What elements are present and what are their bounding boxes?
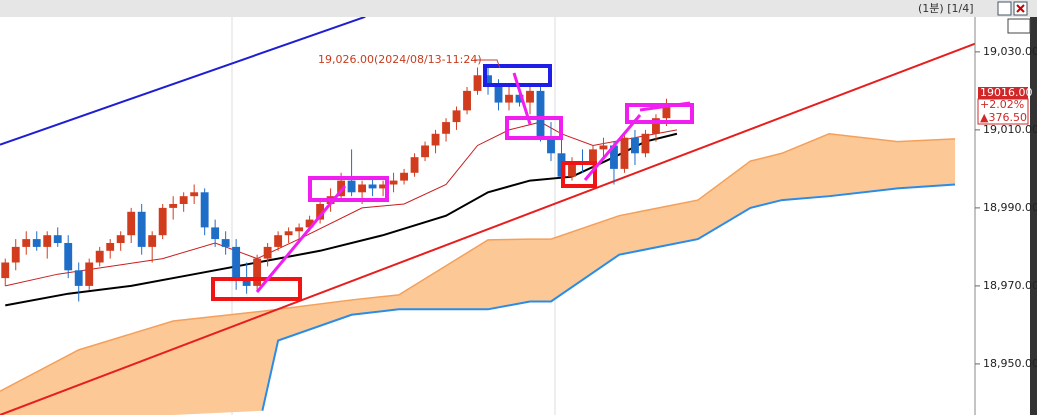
arrow <box>255 185 347 293</box>
candle-body <box>116 235 125 243</box>
candle-body <box>641 133 650 154</box>
candle-body <box>515 94 524 103</box>
header-bar <box>0 0 1037 17</box>
box <box>625 103 694 124</box>
close-icon <box>1016 4 1025 13</box>
price-label: ▲376.50 <box>980 111 1027 124</box>
change-box <box>977 98 1029 125</box>
indicator-line <box>5 132 678 307</box>
candle-body <box>631 137 639 154</box>
candle-body <box>22 239 31 247</box>
candle-body <box>305 219 314 228</box>
candle-body <box>494 86 503 103</box>
price-label: 19016.00 <box>980 86 1033 99</box>
candle-body <box>32 239 41 247</box>
candle-body <box>473 75 482 91</box>
candle-body <box>284 231 293 236</box>
box <box>308 176 389 202</box>
candle-body <box>211 227 220 240</box>
candle-body <box>53 235 62 243</box>
y-tick-label: 19,010.00 <box>983 123 1037 136</box>
candle-body <box>274 235 283 247</box>
box <box>211 277 302 301</box>
annotation: 19,026.00(2024/08/13-11:24) <box>318 53 482 66</box>
candle-body <box>43 235 52 247</box>
candle-body <box>190 192 199 197</box>
arrow <box>583 114 642 181</box>
scroll-strip <box>1030 17 1037 415</box>
candle-body <box>263 246 272 259</box>
y-tick-label: 18,990.00 <box>983 201 1037 214</box>
candle-body <box>484 75 492 87</box>
trendline <box>0 15 366 146</box>
candle-body <box>74 270 83 286</box>
candle-body <box>652 118 660 134</box>
candle-body <box>610 145 618 169</box>
candle-body <box>137 211 146 247</box>
candle-body <box>431 133 440 146</box>
candle-body <box>11 246 20 263</box>
candle-body <box>148 235 157 247</box>
candle-body <box>242 278 251 286</box>
candle-body <box>400 172 408 181</box>
candle-body <box>421 145 429 158</box>
y-axis-panel <box>975 17 1030 415</box>
candle-body <box>106 242 115 251</box>
cloud-area <box>0 133 956 415</box>
candle-body <box>158 207 167 236</box>
candle-body <box>547 137 555 154</box>
trendline <box>0 40 981 415</box>
drawings <box>211 64 694 301</box>
candle-body <box>169 203 178 208</box>
price-label: +2.02% <box>980 98 1024 111</box>
candle-body <box>662 106 671 119</box>
header: (1분) [1/4] <box>918 2 973 15</box>
candle-body <box>505 94 513 103</box>
candle-body <box>358 184 367 193</box>
y-ticks: 19,030.00 19,010.00 18,990.00 18,970.00 18,9… <box>975 45 1037 370</box>
box <box>505 116 563 140</box>
candle-body <box>179 196 188 204</box>
candle-body <box>295 227 304 232</box>
candle-body <box>410 157 419 173</box>
candle-body <box>620 137 629 169</box>
candle-body <box>442 122 450 134</box>
candle-body <box>253 258 262 286</box>
y-tick-label: 18,970.00 <box>983 279 1037 292</box>
candle-body <box>379 184 388 189</box>
candle-body <box>589 149 597 165</box>
candle-body <box>232 246 241 279</box>
plot <box>0 15 981 415</box>
candle-body <box>536 90 545 138</box>
candle-body <box>95 250 104 263</box>
candle-body <box>389 180 398 185</box>
candle-body <box>599 145 608 150</box>
arrow <box>639 101 691 112</box>
price-box <box>978 87 1028 99</box>
candle-body <box>526 90 534 103</box>
candle-body <box>127 211 136 236</box>
annotation-leader <box>474 59 501 69</box>
candle-body <box>568 161 576 177</box>
y-tick-label: 18,950.00 <box>983 357 1037 370</box>
indicator-line <box>5 121 678 287</box>
arrow <box>512 72 532 125</box>
box <box>561 161 597 188</box>
candle-body <box>347 180 356 193</box>
candle-body <box>1 262 10 279</box>
cloud-lower <box>261 183 956 411</box>
restore-button[interactable] <box>997 1 1012 16</box>
cloud-upper <box>0 133 956 392</box>
candle-body <box>221 239 230 247</box>
candle-body <box>85 262 94 286</box>
candle-body <box>316 203 325 220</box>
tool-icon[interactable] <box>1007 18 1031 34</box>
y-tick-label: 19,030.00 <box>983 45 1037 58</box>
candle-body <box>368 184 377 189</box>
candle-body <box>463 90 471 111</box>
candle-body <box>64 242 73 271</box>
candle-body <box>452 110 461 123</box>
candle-body <box>200 192 209 228</box>
